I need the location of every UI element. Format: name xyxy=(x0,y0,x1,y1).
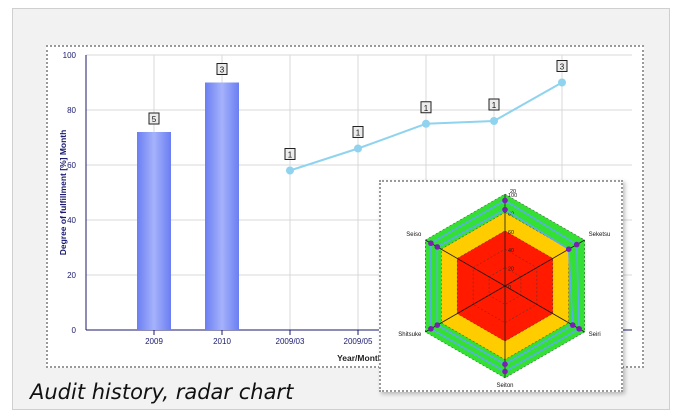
radar-tick-label: 60 xyxy=(508,230,514,236)
count-label: 1 xyxy=(356,129,361,138)
y-tick-label: 100 xyxy=(63,51,77,60)
count-label: 5 xyxy=(152,115,157,124)
count-label: 3 xyxy=(560,63,565,72)
radar-point xyxy=(502,361,508,367)
bar xyxy=(137,132,171,330)
radar-point xyxy=(573,241,580,248)
bar xyxy=(205,82,239,330)
radar-top-label: 20 xyxy=(510,189,516,195)
count-label: 3 xyxy=(220,66,225,75)
count-label-box xyxy=(284,148,296,160)
radar-point xyxy=(502,197,508,204)
y-tick-label: 20 xyxy=(67,271,76,280)
radar-spoke xyxy=(504,239,585,287)
line-point xyxy=(354,144,362,153)
radar-axis-label: Seiri xyxy=(589,332,601,338)
line-point xyxy=(558,78,566,87)
y-tick-label: 40 xyxy=(67,216,76,225)
count-label-box xyxy=(148,112,160,125)
radar-axis-label: Seketsu xyxy=(589,232,611,238)
radar-point xyxy=(502,368,508,375)
count-label-box xyxy=(488,98,500,111)
radar-point xyxy=(428,240,434,247)
radar-point xyxy=(569,322,576,328)
count-label: 1 xyxy=(492,101,497,110)
radar-chart-panel: 0 20 40 60 80 100 Seiri Seiton Shitsuke Seiso Seke… xyxy=(379,180,623,392)
audit-history-chart-panel: 0 20 40 60 80 100 2009 2010 2009/03 2009/05 Degree… xyxy=(46,45,644,368)
radar-point xyxy=(502,206,508,213)
caption: Audit history, radar chart xyxy=(30,380,294,404)
y-tick-label: 60 xyxy=(67,161,76,170)
count-label: 1 xyxy=(288,151,293,160)
radar-point xyxy=(434,322,441,328)
radar-axis-label: Seiso xyxy=(406,232,422,238)
radar-point xyxy=(434,244,441,250)
line-point xyxy=(286,166,294,175)
radar-point xyxy=(428,325,434,332)
count-label-box xyxy=(352,126,364,138)
radar-tick-label: 0 xyxy=(508,285,511,291)
line-point xyxy=(490,117,498,125)
x-tick-label: 2009/03 xyxy=(276,337,305,346)
x-axis-title: Year/Month xyxy=(337,353,383,363)
radar-axis-label: Seiton xyxy=(496,383,513,389)
radar-tick-label: 80 xyxy=(508,211,514,217)
count-label-box xyxy=(556,60,568,72)
radar-point xyxy=(565,246,572,252)
radar-tick-label: 40 xyxy=(508,248,514,254)
radar-tick-label: 100 xyxy=(508,193,517,199)
radar-chart: 0 20 40 60 80 100 Seiri Seiton Shitsuke Seiso Seke… xyxy=(398,189,611,389)
count-label-box xyxy=(420,101,432,114)
y-tick-label: 0 xyxy=(72,326,77,335)
count-label-box xyxy=(216,63,228,75)
radar-point xyxy=(576,325,582,332)
y-tick-label: 80 xyxy=(67,106,76,115)
line-point xyxy=(422,119,430,128)
count-label: 1 xyxy=(424,104,429,113)
radar-axis-label: Shitsuke xyxy=(398,332,422,338)
y-axis-title: Degree of fulfillment [%] Month xyxy=(58,130,68,256)
x-tick-label: 2009/05 xyxy=(344,337,373,346)
x-tick-label: 2010 xyxy=(213,337,231,346)
radar-tick-label: 20 xyxy=(508,267,514,273)
x-tick-label: 2009 xyxy=(145,337,163,346)
